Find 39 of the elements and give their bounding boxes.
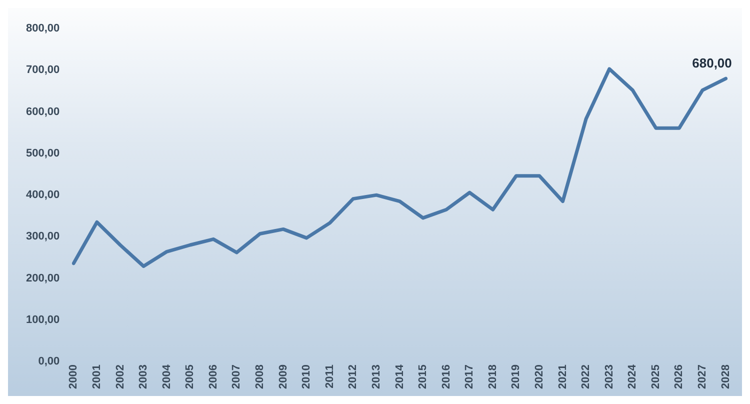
x-tick-label: 2013 — [370, 364, 382, 390]
x-tick-label: 2004 — [160, 364, 173, 390]
y-tick-label: 200,00 — [26, 272, 60, 284]
x-tick-label: 2015 — [417, 364, 430, 390]
x-tick-label: 2002 — [114, 364, 126, 390]
y-tick-label: 400,00 — [26, 189, 60, 202]
y-tick-label: 800,00 — [26, 22, 60, 35]
y-tick-label: 0,00 — [38, 356, 60, 368]
x-tick-label: 2023 — [603, 364, 616, 390]
x-tick-label: 2008 — [254, 364, 266, 390]
y-tick-label: 300,00 — [26, 230, 60, 243]
x-tick-label: 2026 — [673, 364, 686, 390]
data-label: 680,00 — [692, 56, 732, 71]
x-tick-label: 2027 — [696, 364, 709, 390]
x-tick-label: 2028 — [720, 364, 732, 390]
y-tick-label: 100,00 — [26, 314, 60, 326]
x-tick-label: 2020 — [534, 364, 546, 390]
x-tick-label: 2019 — [510, 364, 522, 390]
x-tick-label: 2009 — [277, 364, 290, 390]
x-tick-label: 2003 — [138, 364, 150, 390]
y-tick-label: 700,00 — [26, 64, 60, 76]
x-tick-label: 2001 — [90, 364, 103, 390]
x-tick-label: 2018 — [486, 364, 499, 390]
x-tick-label: 2012 — [347, 364, 360, 390]
x-tick-label: 2010 — [300, 364, 313, 390]
y-tick-label: 500,00 — [26, 147, 60, 160]
x-tick-label: 2006 — [207, 364, 220, 390]
x-tick-label: 2000 — [68, 364, 80, 390]
x-tick-label: 2025 — [650, 364, 662, 390]
x-tick-label: 2005 — [184, 364, 196, 390]
x-tick-label: 2021 — [556, 364, 569, 390]
x-tick-label: 2007 — [230, 364, 243, 390]
x-tick-label: 2014 — [394, 364, 406, 390]
x-tick-label: 2017 — [464, 364, 476, 390]
x-tick-label: 2022 — [580, 364, 592, 390]
y-tick-label: 600,00 — [26, 106, 60, 118]
x-tick-label: 2011 — [324, 364, 336, 388]
x-tick-label: 2016 — [440, 364, 452, 390]
x-tick-label: 2024 — [626, 364, 639, 390]
